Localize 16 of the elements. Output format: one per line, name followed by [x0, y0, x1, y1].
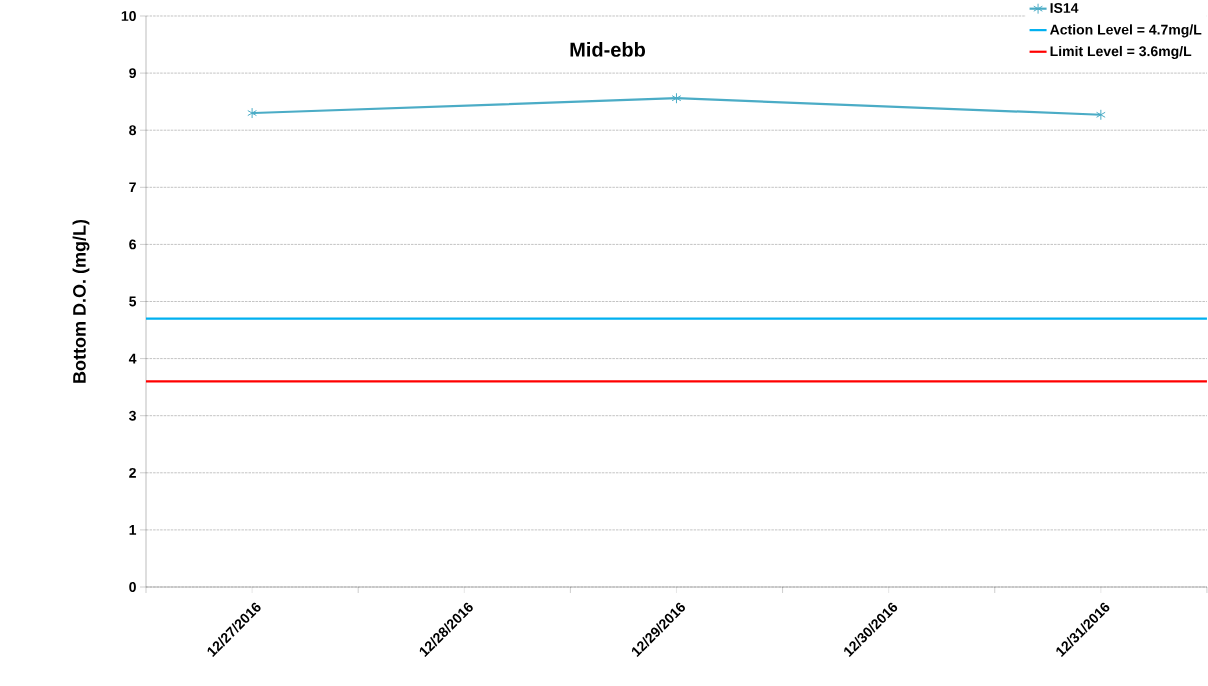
legend-label: Action Level = 4.7mg/L: [1050, 24, 1202, 38]
legend-label: IS14: [1050, 3, 1079, 13]
y-tick-label: 1: [129, 525, 137, 535]
y-tick-label: 9: [129, 68, 136, 79]
y-tick-label: 8: [129, 125, 137, 136]
y-tick-label: 6: [129, 239, 136, 250]
y-tick-label: 7: [129, 182, 136, 193]
y-tick-label: 2: [129, 467, 136, 478]
y-tick-label: 4: [128, 353, 137, 364]
y-axis-title: Bottom D.O. (mg/L): [72, 219, 90, 383]
y-tick-label: 3: [129, 410, 136, 421]
y-tick-label: 5: [129, 296, 137, 307]
text: Mid-ebb: [570, 42, 646, 57]
legend-label: Limit Level = 3.6mg/L: [1050, 45, 1192, 60]
y-tick-label: 10: [121, 11, 136, 21]
y-tick-label: 0: [129, 582, 136, 592]
